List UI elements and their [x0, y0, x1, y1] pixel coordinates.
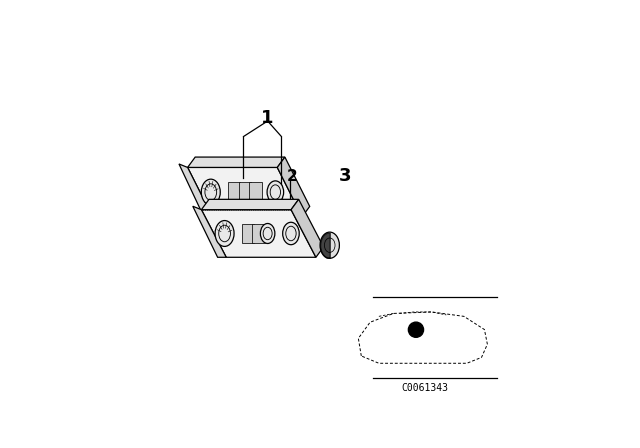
Polygon shape: [242, 224, 254, 243]
Text: C0061343: C0061343: [401, 383, 448, 393]
Polygon shape: [277, 157, 310, 217]
Polygon shape: [179, 164, 212, 217]
Polygon shape: [291, 199, 323, 257]
Polygon shape: [193, 206, 226, 257]
Polygon shape: [188, 157, 285, 168]
Polygon shape: [188, 168, 302, 217]
Ellipse shape: [283, 222, 300, 245]
Ellipse shape: [267, 181, 284, 203]
Text: 1: 1: [261, 108, 274, 127]
Circle shape: [408, 322, 424, 337]
Ellipse shape: [215, 220, 234, 246]
Polygon shape: [228, 182, 240, 202]
Ellipse shape: [320, 232, 339, 258]
Polygon shape: [252, 224, 265, 243]
Polygon shape: [202, 210, 316, 257]
Text: 3: 3: [339, 167, 351, 185]
Polygon shape: [239, 182, 251, 202]
Polygon shape: [202, 199, 299, 210]
Ellipse shape: [202, 179, 220, 205]
Text: 2: 2: [287, 169, 297, 184]
Polygon shape: [250, 182, 262, 202]
Ellipse shape: [260, 224, 275, 244]
